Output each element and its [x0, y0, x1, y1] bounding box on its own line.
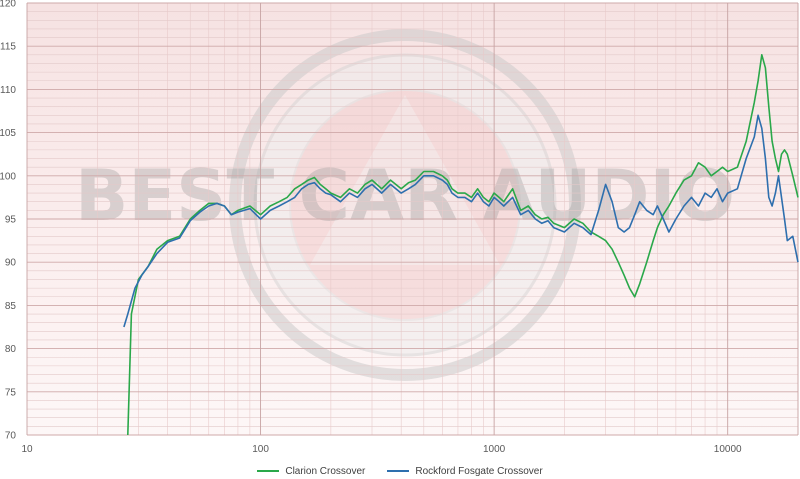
y-tick-label: 90 — [5, 258, 17, 269]
y-tick-label: 105 — [0, 128, 16, 139]
legend-label: Clarion Crossover — [285, 465, 366, 477]
grid-minor — [27, 3, 799, 435]
x-tick-label: 10000 — [714, 444, 742, 455]
y-tick-label: 85 — [5, 301, 17, 312]
legend: Clarion Crossover Rockford Fosgate Crosso… — [0, 464, 800, 478]
y-tick-label: 95 — [5, 215, 17, 226]
legend-swatch — [257, 470, 280, 472]
x-tick-labels: 10 100 1000 10000 — [21, 444, 742, 455]
x-tick-label: 1000 — [483, 444, 506, 455]
legend-item: Clarion Crossover — [257, 464, 365, 478]
y-tick-label: 100 — [0, 171, 16, 182]
x-tick-label: 100 — [252, 444, 269, 455]
y-tick-label: 110 — [0, 85, 16, 96]
x-tick-label: 10 — [21, 444, 33, 455]
y-tick-label: 70 — [5, 431, 17, 442]
series-layer — [123, 53, 799, 436]
y-tick-labels: 70 75 80 85 90 95 100 105 110 115 120 — [0, 0, 16, 442]
series-line-clarion — [127, 53, 799, 436]
series-line-rockford-fosgate — [123, 114, 799, 328]
y-tick-label: 120 — [0, 0, 16, 10]
legend-swatch — [387, 470, 410, 472]
legend-item: Rockford Fosgate Crossover — [387, 464, 543, 478]
y-tick-label: 75 — [5, 387, 17, 398]
watermark-text: BEST CAR AUDIO — [75, 155, 735, 237]
y-tick-label: 80 — [5, 344, 17, 355]
legend-label: Rockford Fosgate Crossover — [415, 465, 543, 477]
y-tick-label: 115 — [0, 42, 16, 53]
